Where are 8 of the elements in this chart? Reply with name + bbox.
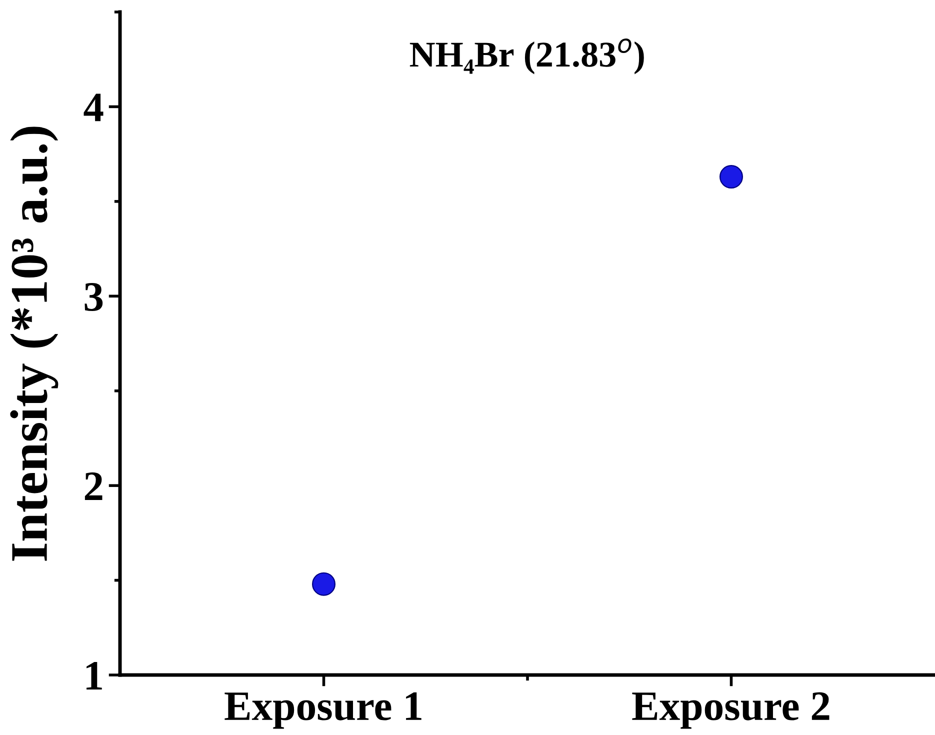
y-axis-title: Intensity (*10³ a.u.) xyxy=(10,126,58,561)
y-tick-label: 4 xyxy=(84,94,104,122)
text: NH₄Br (21.83$^{o}$) xyxy=(410,38,644,74)
y-tick-label: 3 xyxy=(84,283,103,312)
y-tick-label: 1 xyxy=(86,662,102,690)
y-tick-label: 2 xyxy=(84,472,102,500)
x-tick-label: Exposure 1 xyxy=(224,692,422,729)
x-tick-label: Exposure 2 xyxy=(632,692,830,729)
